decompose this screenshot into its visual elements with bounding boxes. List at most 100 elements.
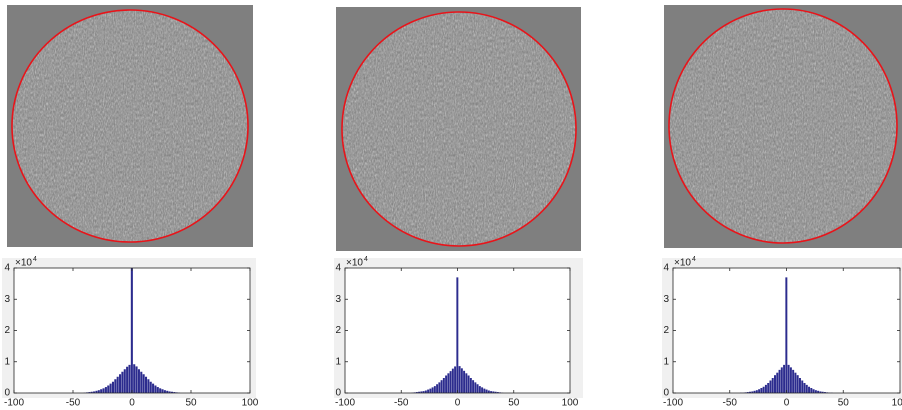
bar (764, 384, 767, 393)
bar (456, 277, 459, 393)
bar (803, 383, 806, 393)
bar (431, 387, 434, 393)
bar (476, 384, 479, 393)
x-tick-label: -50 (394, 398, 409, 409)
x-tick-label: 100 (892, 398, 902, 409)
y-tick-label: 2 (663, 325, 669, 336)
bar (808, 386, 811, 393)
bar (149, 381, 152, 393)
x-tick-label: 0 (129, 398, 135, 409)
image-panel (336, 7, 581, 251)
y-tick-label: 4 (335, 263, 341, 274)
bar (140, 371, 143, 393)
bar (433, 386, 436, 393)
bar (104, 387, 107, 393)
x-tick-label: -100 (4, 398, 24, 409)
bar (170, 391, 173, 393)
bar (819, 391, 822, 393)
bar (137, 369, 140, 393)
y-tick-label: 3 (663, 294, 669, 305)
bar (97, 390, 100, 393)
bar (749, 391, 752, 393)
bar (801, 380, 804, 393)
bar (483, 388, 486, 393)
x-tick-label: -100 (663, 398, 683, 409)
x-tick-label: 50 (838, 398, 850, 409)
bar (814, 390, 817, 393)
bar (442, 378, 445, 393)
bar (429, 388, 432, 393)
bar (168, 391, 171, 393)
bar (812, 389, 815, 393)
bar (447, 373, 450, 393)
bar (114, 379, 117, 393)
x-tick-label: -50 (66, 398, 81, 409)
bar (128, 364, 131, 393)
bar (111, 381, 114, 393)
image-panel (7, 5, 253, 247)
y-tick-label: 0 (663, 388, 669, 399)
bar (751, 391, 754, 393)
bar (494, 391, 497, 393)
x-tick-label: -100 (335, 398, 355, 409)
bar (119, 374, 122, 393)
bar (787, 364, 790, 393)
bar (147, 379, 150, 393)
x-tick-label: 50 (508, 398, 520, 409)
bar (762, 386, 765, 393)
bar (438, 382, 441, 393)
bar (152, 383, 155, 393)
bar (133, 364, 136, 393)
bar (436, 384, 439, 393)
bar (785, 277, 788, 393)
bar (144, 376, 148, 393)
bar (107, 385, 110, 393)
y-multiplier: ×10 (15, 258, 32, 269)
bar (783, 364, 786, 393)
y-multiplier-exponent: 4 (692, 256, 696, 263)
bar (451, 368, 454, 393)
bar (130, 268, 133, 393)
bar (481, 387, 484, 393)
bar (126, 366, 129, 393)
x-tick-label: -50 (723, 398, 738, 409)
bar (487, 390, 490, 393)
bar (142, 374, 145, 393)
bar (478, 386, 481, 393)
bar (746, 392, 749, 393)
bar (163, 390, 166, 393)
bar (173, 392, 176, 393)
bar (823, 392, 826, 393)
bar (496, 392, 499, 393)
bar (796, 375, 799, 393)
bar (154, 385, 157, 393)
bar (474, 382, 477, 393)
bar (798, 378, 801, 393)
bar (758, 389, 761, 393)
bar (166, 390, 169, 393)
x-tick-label: 0 (784, 398, 790, 409)
bar (116, 376, 119, 393)
bar (792, 369, 795, 393)
bar (135, 366, 138, 393)
y-multiplier: ×10 (346, 258, 363, 269)
bar (821, 391, 824, 393)
bar (415, 392, 418, 393)
bar (424, 390, 427, 393)
y-tick-label: 1 (335, 356, 341, 367)
y-tick-label: 0 (335, 388, 341, 399)
bar (454, 366, 457, 393)
bar (817, 390, 820, 393)
y-tick-label: 2 (4, 325, 10, 336)
bar (780, 367, 783, 393)
y-tick-label: 4 (4, 263, 10, 274)
bar (755, 390, 758, 393)
bar (767, 383, 770, 393)
bar (422, 391, 425, 393)
bar (427, 389, 430, 393)
y-tick-label: 2 (335, 325, 341, 336)
x-tick-label: 100 (562, 398, 579, 409)
bar (445, 375, 448, 393)
